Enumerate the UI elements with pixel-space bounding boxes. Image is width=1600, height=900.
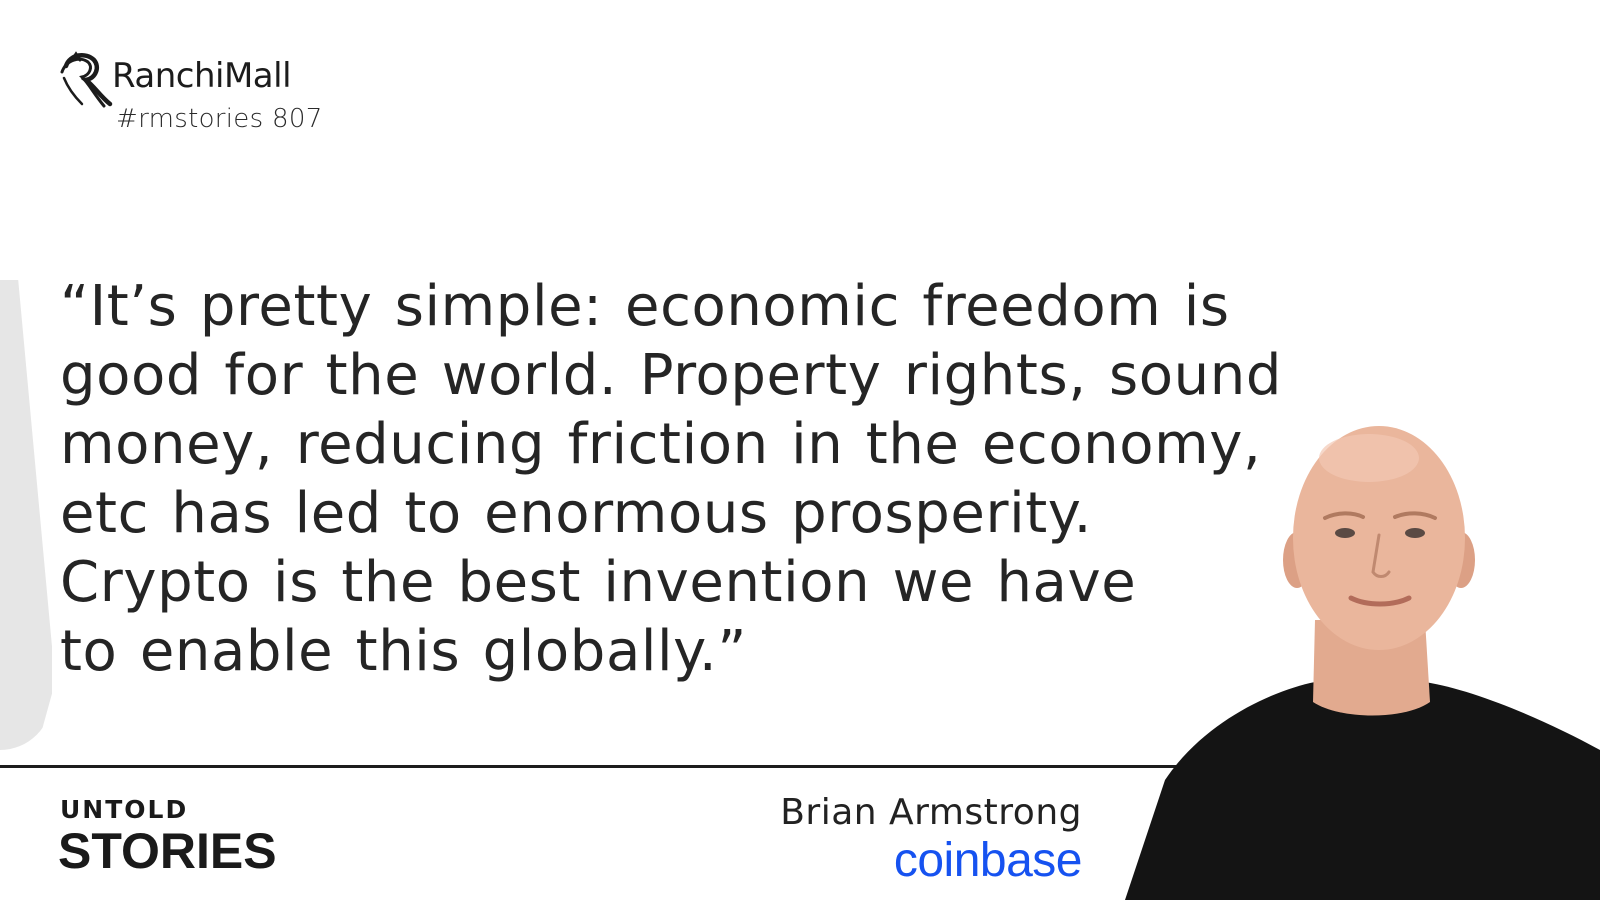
- quote-line: money, reducing friction in the economy,: [60, 412, 1262, 477]
- quote-line: to enable this globally.”: [60, 619, 747, 684]
- brand-name: RanchiMall: [112, 56, 292, 96]
- speaker-name: Brian Armstrong: [780, 792, 1082, 833]
- quote-line: good for the world. Property rights, sou…: [60, 343, 1283, 408]
- decorative-side-shape: [0, 280, 52, 750]
- company-logo: coinbase: [893, 834, 1083, 887]
- quote-line: “It’s pretty simple: economic freedom is: [60, 274, 1230, 339]
- divider-line: [0, 765, 1210, 768]
- series-logo-bottom: STORIES: [58, 823, 277, 879]
- brand-tag: #rmstories 807: [116, 104, 323, 134]
- quote-line: Crypto is the best invention we have: [60, 550, 1137, 615]
- speaker-portrait: [1125, 426, 1600, 900]
- quote-text: “It’s pretty simple: economic freedom is…: [60, 272, 1360, 686]
- series-logo-top: UNTOLD: [60, 795, 189, 824]
- ranchimall-logo-icon: [60, 51, 113, 108]
- quote-line: etc has led to enormous prosperity.: [60, 481, 1092, 546]
